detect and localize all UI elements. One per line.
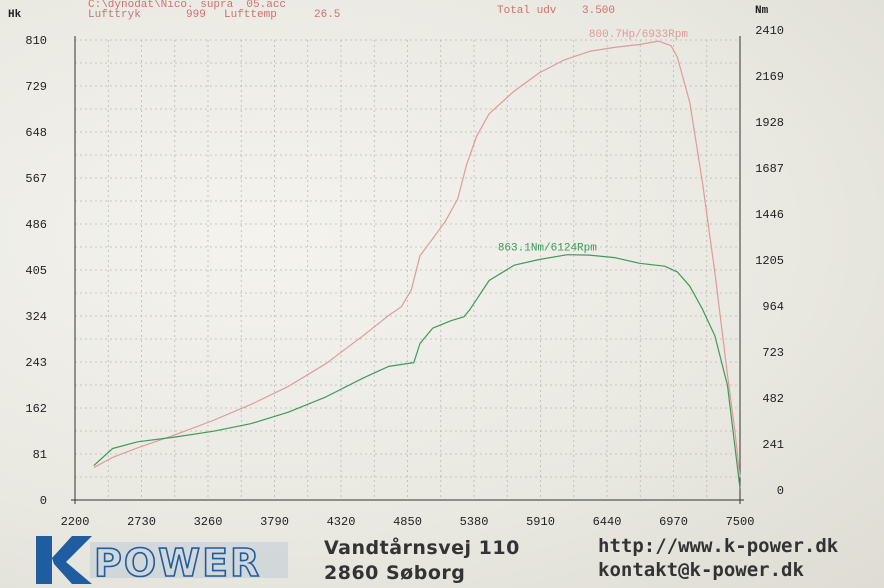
y-left-tick-label: 405 — [25, 264, 47, 278]
y-left-tick-label: 81 — [33, 448, 47, 462]
y-left-tick-label: 243 — [25, 356, 47, 370]
y-right-tick-label: 1205 — [755, 254, 784, 268]
left-axis-title: Hk — [8, 9, 22, 21]
y-left-tick-label: 0 — [40, 494, 47, 508]
y-right-tick-label: 964 — [762, 300, 784, 314]
x-tick-label: 4320 — [327, 515, 356, 529]
website-link[interactable]: http://www.k-power.dk — [598, 535, 839, 557]
y-right-tick-label: 1446 — [755, 208, 784, 222]
email-link[interactable]: kontakt@k-power.dk — [598, 559, 804, 581]
y-right-tick-label: 2410 — [755, 24, 784, 38]
x-tick-label: 7500 — [726, 515, 755, 529]
series-line-nm — [93, 254, 741, 489]
y-right-tick-label: 482 — [762, 392, 784, 406]
peak-annotation: 800.7Hp/6933Rpm — [589, 29, 688, 41]
y-right-tick-label: 1687 — [755, 162, 784, 176]
series-line-hk — [93, 40, 741, 478]
x-tick-label: 5910 — [526, 515, 555, 529]
y-right-tick-label: 2169 — [755, 70, 784, 84]
address-city: 2860 Søborg — [324, 562, 466, 584]
total-value: 3.500 — [582, 5, 616, 17]
x-tick-label: 5380 — [460, 515, 489, 529]
total-label: Total udv — [497, 5, 557, 17]
y-left-tick-label: 567 — [25, 172, 47, 186]
y-left-tick-label: 810 — [25, 34, 47, 48]
y-right-tick-label: 0 — [777, 484, 784, 498]
lufttryk-label: Lufttryk — [88, 9, 141, 21]
lufttemp-value: 26.5 — [314, 9, 341, 21]
y-left-tick-label: 648 — [25, 126, 47, 140]
x-tick-label: 2200 — [61, 515, 90, 529]
y-right-tick-label: 1928 — [755, 116, 784, 130]
k-power-logo: POWER — [36, 536, 288, 584]
lufttemp-label: Lufttemp — [224, 9, 277, 21]
x-tick-label: 3790 — [260, 515, 289, 529]
x-tick-label: 3260 — [194, 515, 223, 529]
logo-wordmark: POWER — [94, 541, 261, 584]
right-axis-title: Nm — [755, 5, 769, 17]
y-right-tick-label: 241 — [762, 438, 784, 452]
x-tick-label: 6440 — [593, 515, 622, 529]
x-tick-label: 2730 — [127, 515, 156, 529]
y-left-tick-label: 324 — [25, 310, 47, 324]
x-tick-label: 4850 — [393, 515, 422, 529]
lufttryk-value: 999 — [186, 9, 206, 21]
address-street: Vandtårnsvej 110 — [324, 537, 520, 559]
file-path: C:\dynodat\Nico. supra 05.acc — [88, 0, 287, 11]
y-left-tick-label: 486 — [25, 218, 47, 232]
y-right-tick-label: 723 — [762, 346, 784, 360]
y-left-tick-label: 729 — [25, 80, 47, 94]
y-left-tick-label: 162 — [25, 402, 47, 416]
peak-annotation: 863.1Nm/6124Rpm — [498, 243, 597, 255]
x-tick-label: 6970 — [659, 515, 688, 529]
